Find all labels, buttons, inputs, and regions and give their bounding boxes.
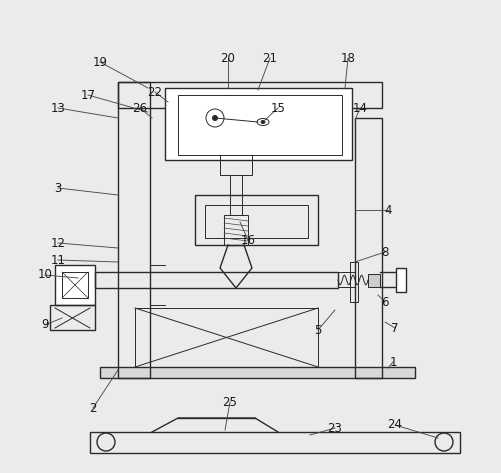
Bar xyxy=(178,95,341,155)
Text: 22: 22 xyxy=(147,86,162,98)
Bar xyxy=(100,367,414,378)
Bar xyxy=(204,205,308,238)
Bar xyxy=(90,432,459,453)
Text: 8: 8 xyxy=(381,245,388,259)
Bar xyxy=(395,268,405,292)
Text: 6: 6 xyxy=(380,296,388,308)
Text: 21: 21 xyxy=(262,52,277,64)
Text: 2: 2 xyxy=(89,402,97,414)
Text: 7: 7 xyxy=(390,322,398,334)
Bar xyxy=(55,265,95,305)
Text: 26: 26 xyxy=(132,102,147,114)
Ellipse shape xyxy=(261,121,265,123)
Text: 3: 3 xyxy=(54,182,62,194)
Bar xyxy=(135,308,317,367)
Text: 9: 9 xyxy=(41,318,49,332)
Text: 19: 19 xyxy=(92,55,107,69)
Bar xyxy=(165,88,351,160)
Bar xyxy=(219,155,252,175)
Text: 4: 4 xyxy=(383,203,391,217)
Text: 16: 16 xyxy=(240,234,255,246)
Circle shape xyxy=(212,115,217,121)
Bar xyxy=(223,215,247,245)
Bar xyxy=(354,118,381,378)
Text: 13: 13 xyxy=(51,102,65,114)
Text: 23: 23 xyxy=(327,421,342,435)
Bar xyxy=(118,82,381,108)
Text: 25: 25 xyxy=(222,395,237,409)
Text: 20: 20 xyxy=(220,52,235,64)
Bar xyxy=(62,272,88,298)
Text: 18: 18 xyxy=(340,52,355,64)
Text: 10: 10 xyxy=(38,269,52,281)
Text: 24: 24 xyxy=(387,419,402,431)
Bar xyxy=(367,274,379,287)
Text: 15: 15 xyxy=(270,102,285,114)
Bar xyxy=(349,262,357,302)
Text: 12: 12 xyxy=(51,236,65,249)
Text: 1: 1 xyxy=(388,356,396,368)
Text: 14: 14 xyxy=(352,102,367,114)
Text: 11: 11 xyxy=(51,254,65,266)
Text: 17: 17 xyxy=(80,88,95,102)
Bar xyxy=(229,175,241,215)
Bar xyxy=(95,272,337,288)
Bar xyxy=(50,305,95,330)
Bar xyxy=(118,82,150,378)
Text: 5: 5 xyxy=(314,324,321,336)
Bar xyxy=(194,195,317,245)
